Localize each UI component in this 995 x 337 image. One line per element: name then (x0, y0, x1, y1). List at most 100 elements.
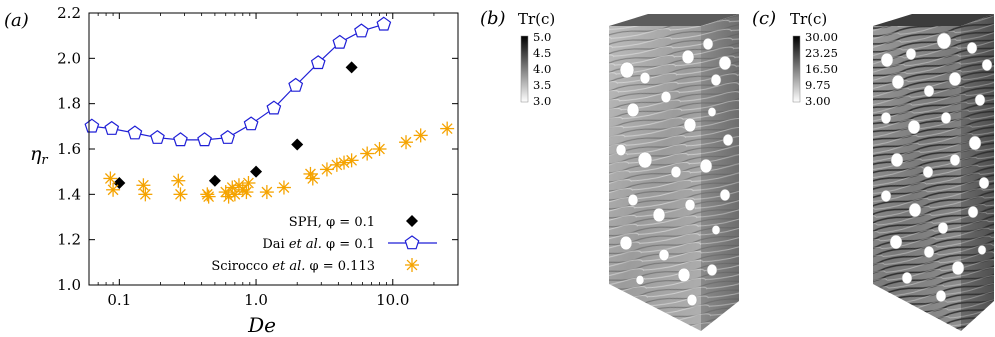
particle (935, 290, 947, 302)
panel-c: (c) Tr(c) 30.00 23.25 16.50 9.75 3.00 (752, 8, 994, 331)
particle (686, 294, 698, 306)
particle (923, 246, 935, 258)
particle (652, 207, 666, 223)
particle (940, 112, 952, 124)
asterisk-stroke (220, 186, 232, 198)
colorbar-tick-label: 16.50 (805, 62, 838, 76)
data-point-sph (345, 61, 358, 74)
colorbar-tick-label: 3.00 (805, 94, 831, 108)
asterisk-stroke (172, 175, 184, 187)
data-point-scirocco (440, 121, 455, 136)
particle (681, 49, 695, 65)
data-point-scirocco (200, 187, 215, 202)
data-point-scirocco (337, 155, 352, 170)
x-tick-label: 1.0 (244, 291, 268, 309)
series-scirocco (103, 121, 455, 204)
particle (923, 85, 935, 97)
particle (702, 38, 714, 50)
data-point-sph (208, 174, 221, 187)
particle (683, 117, 697, 133)
particle (880, 112, 892, 124)
particle (626, 102, 640, 118)
data-point-scirocco (235, 182, 250, 197)
legend-marker-dai (404, 235, 420, 250)
particle (974, 94, 986, 106)
particle (722, 134, 734, 146)
data-point-dai (104, 120, 120, 135)
asterisk-stroke (229, 188, 241, 200)
data-point-scirocco (399, 135, 414, 150)
colorbar-tick-label: 3.0 (533, 94, 551, 108)
data-point-dai (197, 132, 212, 147)
colorbar-b (520, 35, 529, 103)
particle (937, 222, 949, 234)
particle (660, 91, 672, 103)
panel-label-b: (b) (480, 8, 506, 29)
particle (684, 199, 696, 211)
box-b-particles (615, 38, 734, 306)
y-axis-label: ηr (30, 143, 48, 168)
particle (880, 190, 892, 202)
data-point-scirocco (173, 187, 188, 202)
panel-b: (b) Tr(c) 5.0 4.5 4.0 3.5 3.0 (480, 8, 739, 331)
particle (968, 135, 982, 151)
colorbar-tick-label: 30.00 (805, 30, 838, 44)
box-c-particles (880, 32, 993, 302)
asterisk-stroke (240, 186, 252, 198)
asterisk-stroke (137, 179, 149, 191)
data-point-dai (243, 116, 259, 131)
particle (922, 166, 934, 178)
asterisk-stroke (400, 136, 412, 148)
y-tick-label: 1.0 (57, 276, 81, 294)
data-point-scirocco (259, 185, 274, 200)
particle (635, 275, 645, 285)
colorbar-c (792, 35, 801, 103)
particle (948, 71, 962, 87)
particle (619, 61, 635, 79)
particle (637, 151, 653, 169)
data-point-scirocco (241, 176, 256, 190)
asterisk-stroke (346, 154, 358, 166)
box-b-front-streaks (609, 26, 701, 331)
colorbar-tick-label: 4.0 (533, 62, 551, 76)
colorbar-tick-label: 23.25 (805, 46, 838, 60)
x-tick-label: 0.1 (107, 291, 131, 309)
panel-label-a: (a) (4, 10, 29, 31)
particle (908, 202, 922, 218)
data-point-scirocco (136, 178, 151, 193)
simulation-box-b (609, 14, 739, 331)
x-axis-label: De (247, 313, 276, 337)
data-point-dai (332, 34, 348, 49)
asterisk-stroke (338, 157, 350, 169)
data-point-scirocco (201, 189, 216, 204)
asterisk-stroke (203, 191, 215, 203)
data-point-scirocco (103, 171, 118, 186)
particle (936, 32, 952, 50)
data-point-scirocco (413, 128, 428, 143)
data-point-dai (354, 23, 369, 38)
asterisk-stroke (261, 186, 273, 198)
particle (677, 267, 691, 283)
particle (967, 206, 979, 218)
particle (707, 107, 717, 117)
colorbar-tick-label: 3.5 (533, 78, 551, 92)
data-point-scirocco (239, 185, 254, 200)
asterisk-stroke (175, 188, 186, 200)
particle (619, 235, 633, 251)
particle (949, 154, 961, 166)
particle (901, 272, 913, 284)
colorbar-c-title: Tr(c) (790, 10, 827, 28)
data-point-dai (173, 132, 188, 147)
asterisk-stroke (415, 129, 427, 141)
legend-marker-scirocco (405, 258, 419, 272)
asterisk-stroke (307, 173, 319, 184)
legend: SPH, φ = 0.1 Dai et al. φ = 0.1 Scirocco e… (211, 215, 437, 274)
y-tick-label: 2.0 (57, 49, 81, 67)
particle (951, 260, 965, 276)
data-point-scirocco (171, 173, 186, 188)
y-tick-label: 1.2 (57, 231, 81, 249)
y-tick-label: 1.6 (57, 140, 81, 158)
asterisk-stroke (107, 184, 119, 196)
particle (699, 158, 713, 174)
colorbar-b-ticks: 5.0 4.5 4.0 3.5 3.0 (533, 30, 551, 108)
